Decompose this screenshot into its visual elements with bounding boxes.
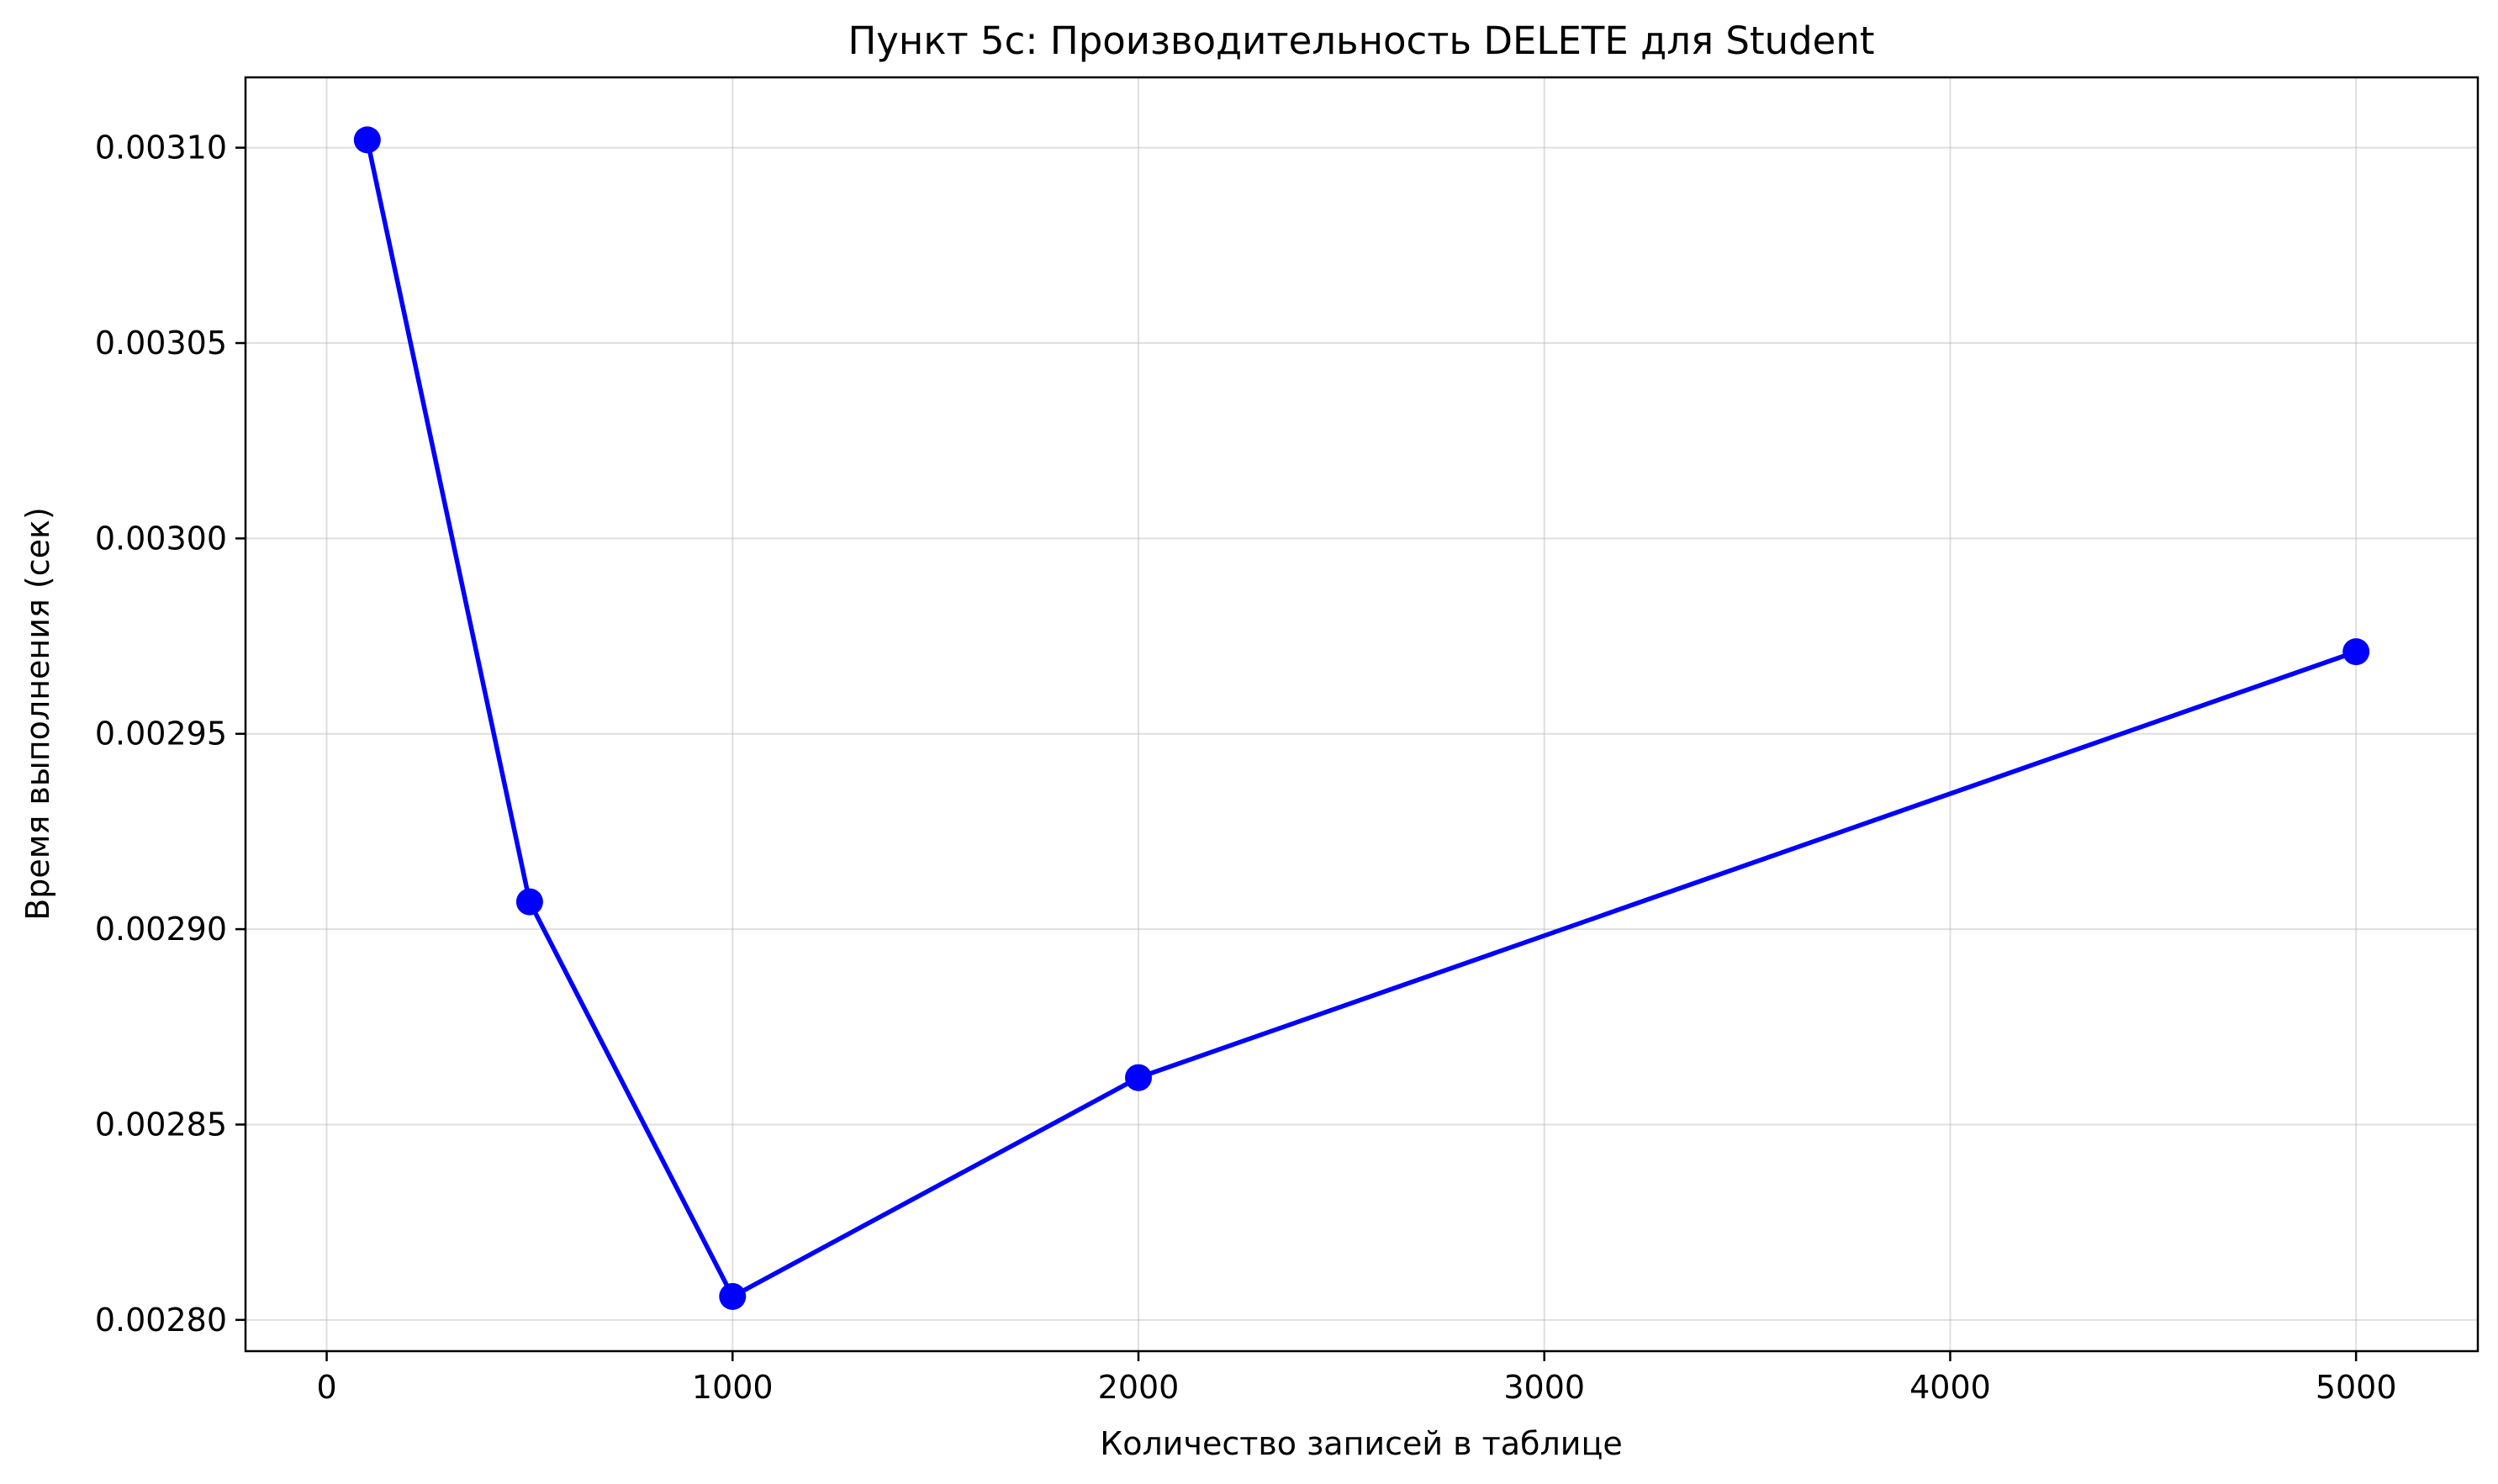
data-point <box>1125 1064 1152 1091</box>
y-tick-label: 0.00310 <box>95 129 227 166</box>
x-tick-label: 3000 <box>1503 1369 1585 1406</box>
grid <box>246 77 2478 1351</box>
data-point <box>515 888 543 916</box>
y-tick-label: 0.00305 <box>95 325 227 362</box>
x-tick-label: 4000 <box>1909 1369 1991 1406</box>
y-tick-label: 0.00295 <box>95 716 227 753</box>
chart-title: Пункт 5c: Производительность DELETE для … <box>848 18 1874 63</box>
plot-frame <box>244 76 2480 1353</box>
y-tick-label: 0.00300 <box>95 520 227 557</box>
y-tick-label: 0.00285 <box>95 1106 227 1143</box>
y-tick-label: 0.00290 <box>95 911 227 948</box>
x-tick-label: 1000 <box>692 1369 774 1406</box>
data-point <box>353 126 381 154</box>
x-tick-label: 2000 <box>1098 1369 1180 1406</box>
series-line <box>365 139 2358 1299</box>
y-axis-title: Время выполнения (сек) <box>19 507 56 921</box>
series-layer <box>353 126 2370 1310</box>
data-point <box>2342 638 2370 666</box>
y-tick-label: 0.00280 <box>95 1302 227 1339</box>
x-tick-label: 0 <box>316 1369 336 1406</box>
x-axis-title: Количество записей в таблице <box>1100 1425 1622 1462</box>
data-point <box>719 1282 747 1310</box>
axis-ticks: 0 1000 2000 3000 4000 5000 0.00280 0.00285 0.002… <box>95 129 2397 1406</box>
x-tick-label: 5000 <box>2316 1369 2397 1406</box>
